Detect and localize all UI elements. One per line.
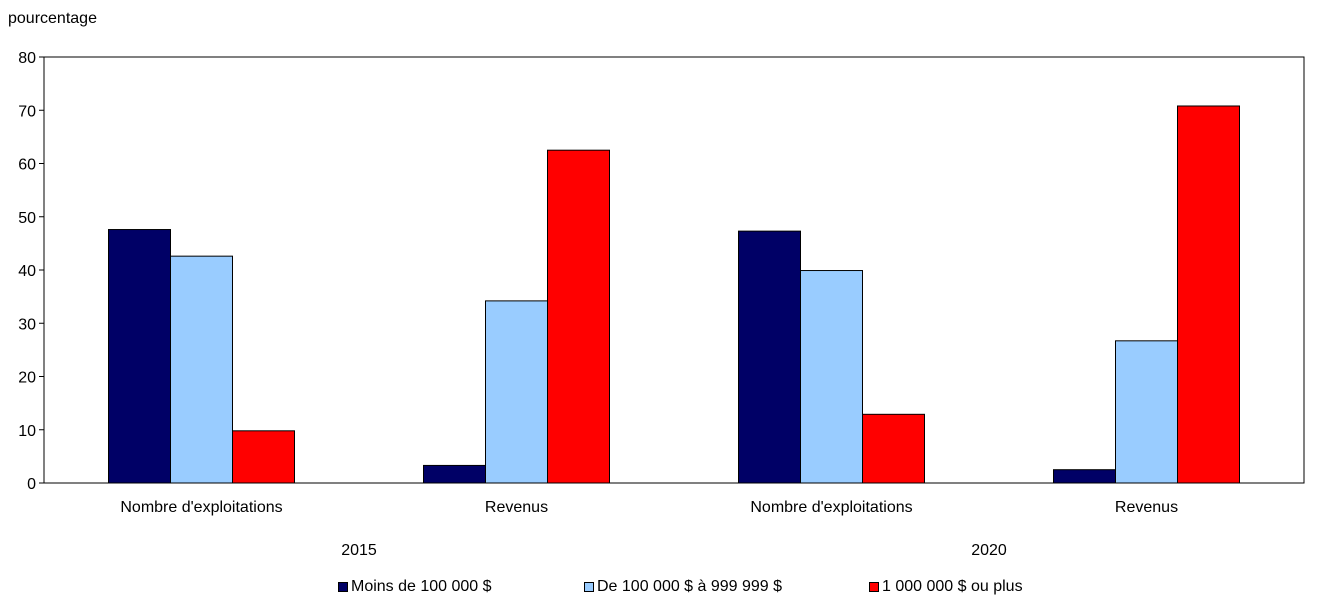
bar: [738, 230, 801, 484]
bar: [1053, 469, 1116, 484]
group-label: 2020: [971, 542, 1007, 559]
legend-swatch-1000000-plus: [869, 582, 879, 592]
y-tick-label: 40: [18, 263, 36, 280]
plot-area: 0 10 20 30 40 50 60 70 80 Nombre d'exploitations R…: [18, 50, 1305, 559]
legend-label: De 100 000 $ à 999 999 $: [597, 578, 783, 595]
bar: [423, 464, 486, 484]
legend-item-moins-100000: Moins de 100 000 $: [338, 578, 492, 596]
legend-label: 1 000 000 $ ou plus: [882, 578, 1023, 595]
group-label: 2015: [341, 542, 377, 559]
x-tick-label: Revenus: [1115, 499, 1178, 516]
legend-item-100000-999999: De 100 000 $ à 999 999 $: [584, 578, 782, 596]
legend-label: Moins de 100 000 $: [351, 578, 492, 595]
bar: [170, 255, 233, 484]
legend-swatch-100000-999999: [584, 582, 594, 592]
legend-item-1000000-plus: 1 000 000 $ ou plus: [869, 578, 1023, 596]
y-tick-label: 70: [18, 103, 36, 120]
x-tick-label: Nombre d'exploitations: [750, 499, 912, 516]
y-tick-label: 60: [18, 157, 36, 174]
y-tick-label: 0: [27, 476, 36, 493]
y-tick-label: 80: [18, 50, 36, 67]
bar: [232, 430, 295, 484]
bar: [1177, 105, 1240, 484]
bar: [1115, 340, 1178, 484]
y-axis-title: pourcentage: [8, 10, 97, 27]
bar: [108, 229, 171, 484]
y-tick-label: 20: [18, 370, 36, 387]
y-tick-label: 30: [18, 316, 36, 333]
legend: Moins de 100 000 $ De 100 000 $ à 999 99…: [0, 578, 1333, 598]
bar: [800, 270, 863, 484]
bar: [547, 149, 610, 484]
bar: [862, 413, 925, 484]
x-tick-label: Nombre d'exploitations: [120, 499, 282, 516]
y-tick-label: 10: [18, 423, 36, 440]
y-tick-label: 50: [18, 210, 36, 227]
bar: [485, 300, 548, 484]
x-tick-label: Revenus: [485, 499, 548, 516]
legend-swatch-moins-100000: [338, 582, 348, 592]
